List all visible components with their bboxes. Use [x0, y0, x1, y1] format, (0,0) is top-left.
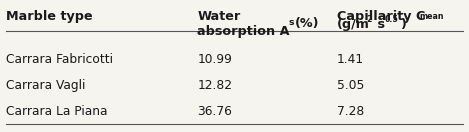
- Text: 12.82: 12.82: [197, 79, 232, 92]
- Text: (%): (%): [295, 17, 319, 30]
- Text: 36.76: 36.76: [197, 105, 232, 118]
- Text: s: s: [372, 18, 385, 31]
- Text: Capillarity C: Capillarity C: [337, 10, 425, 23]
- Text: s: s: [288, 18, 294, 27]
- Text: 5.05: 5.05: [337, 79, 364, 92]
- Text: 2: 2: [366, 15, 372, 24]
- Text: 7.28: 7.28: [337, 105, 364, 118]
- Text: Carrara La Piana: Carrara La Piana: [6, 105, 107, 118]
- Text: 10.99: 10.99: [197, 53, 232, 66]
- Text: Marble type: Marble type: [6, 10, 93, 23]
- Text: Carrara Fabricotti: Carrara Fabricotti: [6, 53, 113, 66]
- Text: 1.41: 1.41: [337, 53, 364, 66]
- Text: mean: mean: [419, 12, 444, 21]
- Text: ): ): [401, 18, 407, 31]
- Text: (g/m: (g/m: [337, 18, 370, 31]
- Text: 0.5: 0.5: [385, 15, 399, 24]
- Text: Carrara Vagli: Carrara Vagli: [6, 79, 85, 92]
- Text: Water
absorption A: Water absorption A: [197, 10, 290, 38]
